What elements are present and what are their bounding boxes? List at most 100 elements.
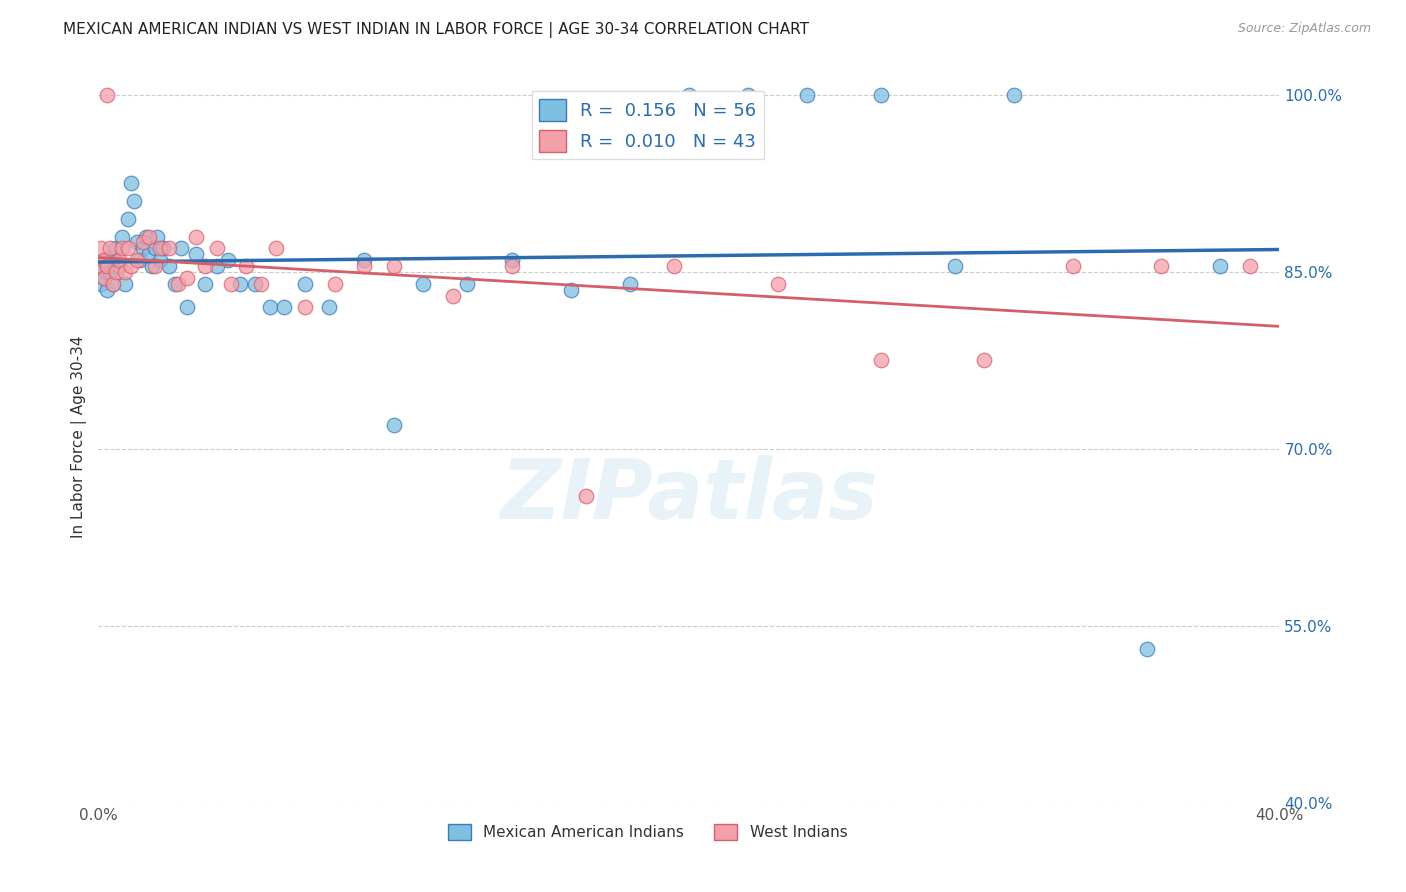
Point — [560, 283, 582, 297]
Point — [575, 489, 598, 503]
Point — [318, 301, 340, 315]
Point — [737, 87, 759, 102]
Point — [457, 277, 479, 291]
Legend: Mexican American Indians, West Indians: Mexican American Indians, West Indians — [441, 818, 853, 847]
Point — [120, 177, 142, 191]
Point — [217, 253, 239, 268]
Point — [122, 194, 145, 208]
Point — [184, 229, 207, 244]
Point — [170, 241, 193, 255]
Point — [143, 241, 166, 255]
Point — [103, 251, 125, 265]
Point — [229, 277, 252, 291]
Point — [103, 277, 125, 291]
Point — [664, 259, 686, 273]
Point — [1209, 259, 1232, 273]
Point — [264, 241, 287, 255]
Point — [152, 241, 174, 255]
Point — [294, 277, 316, 291]
Point — [382, 418, 405, 433]
Point — [1150, 259, 1173, 273]
Point — [1136, 642, 1159, 657]
Point — [273, 301, 295, 315]
Point — [235, 259, 257, 273]
Point — [259, 301, 281, 315]
Point — [1062, 259, 1084, 273]
Point — [93, 270, 115, 285]
Point — [870, 87, 893, 102]
Point — [120, 259, 142, 273]
Point — [114, 265, 136, 279]
Point — [128, 253, 150, 268]
Point — [117, 241, 139, 255]
Point — [138, 247, 160, 261]
Point — [103, 277, 125, 291]
Point — [441, 288, 464, 302]
Point — [125, 253, 148, 268]
Point — [143, 259, 166, 273]
Point — [294, 301, 316, 315]
Point — [96, 87, 118, 102]
Point — [125, 235, 148, 250]
Point — [1239, 259, 1261, 273]
Point — [98, 265, 121, 279]
Point — [221, 277, 243, 291]
Point — [323, 277, 346, 291]
Point — [412, 277, 434, 291]
Point — [132, 235, 155, 250]
Point — [250, 277, 273, 291]
Point — [165, 277, 187, 291]
Point — [93, 253, 115, 268]
Text: Source: ZipAtlas.com: Source: ZipAtlas.com — [1237, 22, 1371, 36]
Point — [135, 229, 157, 244]
Point — [96, 259, 118, 273]
Point — [93, 270, 115, 285]
Y-axis label: In Labor Force | Age 30-34: In Labor Force | Age 30-34 — [72, 335, 87, 539]
Point — [90, 241, 112, 255]
Point — [114, 277, 136, 291]
Point — [149, 253, 172, 268]
Point — [117, 211, 139, 226]
Point — [176, 270, 198, 285]
Point — [353, 259, 375, 273]
Point — [111, 229, 134, 244]
Point — [105, 265, 128, 279]
Point — [766, 277, 789, 291]
Point — [176, 301, 198, 315]
Point — [796, 87, 818, 102]
Point — [149, 241, 172, 255]
Point — [943, 259, 966, 273]
Point — [90, 259, 112, 273]
Point — [96, 265, 118, 279]
Point — [184, 247, 207, 261]
Point — [205, 241, 228, 255]
Point — [243, 277, 266, 291]
Point — [98, 255, 121, 269]
Point — [1002, 87, 1025, 102]
Point — [96, 283, 118, 297]
Point — [157, 241, 180, 255]
Point — [90, 259, 112, 273]
Point — [194, 259, 217, 273]
Text: ZIPatlas: ZIPatlas — [501, 455, 877, 536]
Point — [108, 259, 131, 273]
Point — [382, 259, 405, 273]
Point — [132, 241, 155, 255]
Point — [105, 241, 128, 255]
Point — [138, 229, 160, 244]
Point — [501, 253, 523, 268]
Point — [98, 241, 121, 255]
Point — [205, 259, 228, 273]
Point — [108, 253, 131, 268]
Point — [93, 253, 115, 268]
Text: MEXICAN AMERICAN INDIAN VS WEST INDIAN IN LABOR FORCE | AGE 30-34 CORRELATION CH: MEXICAN AMERICAN INDIAN VS WEST INDIAN I… — [63, 22, 810, 38]
Point — [90, 277, 112, 291]
Point — [870, 353, 893, 368]
Point — [619, 277, 641, 291]
Point — [501, 259, 523, 273]
Point — [353, 253, 375, 268]
Point — [194, 277, 217, 291]
Point — [111, 241, 134, 255]
Point — [167, 277, 190, 291]
Point — [157, 259, 180, 273]
